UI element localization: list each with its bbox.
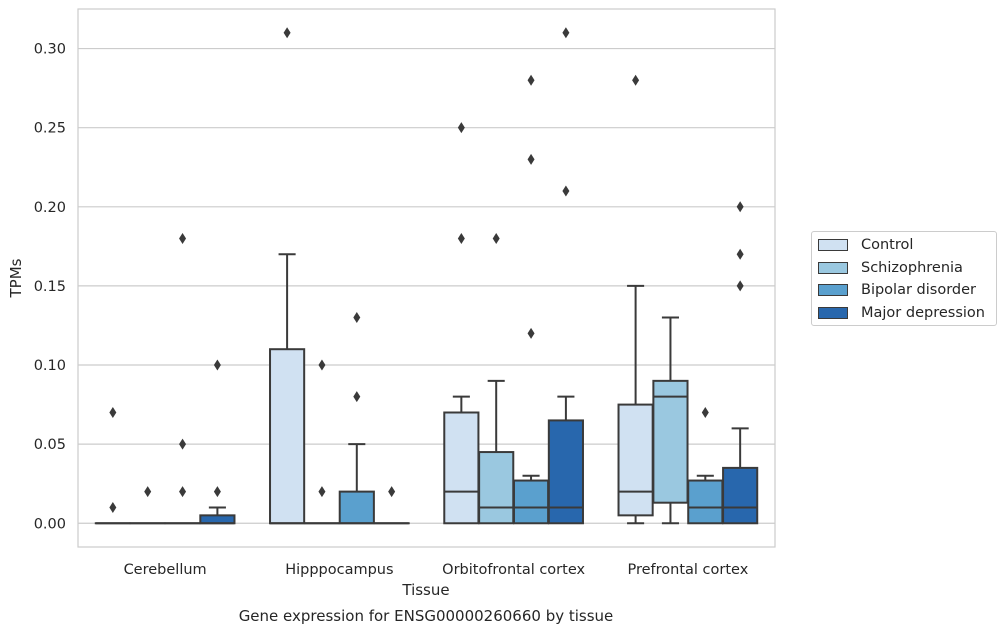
box-iqr <box>617 403 654 517</box>
outlier-point <box>492 232 500 244</box>
chart-caption: Gene expression for ENSG00000260660 by t… <box>239 607 614 625</box>
outlier-point <box>109 407 117 418</box>
legend-label-control: Control <box>861 237 914 253</box>
box-iqr <box>722 466 759 525</box>
outlier-point <box>318 486 326 498</box>
box-major-depression-hipppocampus <box>373 486 410 525</box>
box-control-prefrontal-cortex <box>617 74 654 525</box>
outlier-point <box>457 232 465 244</box>
y-tick-label: 0.20 <box>34 200 66 216</box>
outlier-point <box>701 407 709 418</box>
x-tick-label-orbitofrontal-cortex: Orbitofrontal cortex <box>442 562 585 578</box>
legend-item-schizophrenia: Schizophrenia <box>818 258 963 278</box>
legend-item-bipolar-disorder: Bipolar disorder <box>818 280 976 300</box>
x-tick-label-prefrontal-cortex: Prefrontal cortex <box>627 562 748 578</box>
legend-label-major-depression: Major depression <box>861 305 985 321</box>
box-iqr <box>199 514 236 525</box>
outlier-point <box>179 232 187 244</box>
box-iqr <box>512 479 550 525</box>
box-schizophrenia-orbitofrontal-cortex <box>478 232 515 525</box>
x-tick-label-cerebellum: Cerebellum <box>124 562 207 578</box>
box-iqr <box>443 411 480 525</box>
legend-item-major-depression: Major depression <box>818 303 985 323</box>
outlier-point <box>283 27 291 39</box>
box-schizophrenia-cerebellum <box>129 486 166 525</box>
box-major-depression-cerebellum <box>199 359 236 525</box>
legend-swatch-bipolar-disorder <box>818 284 848 296</box>
box-bipolar-disorder-orbitofrontal-cortex <box>512 74 550 525</box>
grid <box>78 47 775 524</box>
y-tick-label: 0.15 <box>34 279 66 295</box>
box-bipolar-disorder-hipppocampus <box>338 312 375 525</box>
legend-swatch-control <box>818 239 848 251</box>
box-control-cerebellum <box>94 407 131 525</box>
outlier-point <box>213 359 221 371</box>
y-tick-label: 0.25 <box>34 121 66 137</box>
box-series <box>94 27 759 525</box>
legend-swatch-major-depression <box>818 307 848 319</box>
box-control-orbitofrontal-cortex <box>443 122 480 525</box>
box-control-hipppocampus <box>269 27 306 525</box>
y-tick-label: 0.05 <box>34 437 66 453</box>
box-iqr <box>547 419 584 525</box>
legend-item-control: Control <box>818 235 913 255</box>
outlier-point <box>527 327 535 339</box>
outlier-point <box>179 486 187 498</box>
box-bipolar-disorder-prefrontal-cortex <box>687 407 724 525</box>
outlier-point <box>388 486 396 498</box>
outlier-point <box>318 359 326 371</box>
legend-swatch-schizophrenia <box>818 262 848 274</box>
outlier-point <box>736 248 744 260</box>
outlier-point <box>457 122 465 134</box>
x-tick-label-hipppocampus: Hipppocampus <box>285 562 393 578</box>
box-bipolar-disorder-cerebellum <box>164 232 201 525</box>
outlier-point <box>353 391 361 403</box>
x-axis-label: Tissue <box>401 581 449 599</box>
outlier-point <box>353 312 361 324</box>
box-iqr <box>652 379 689 504</box>
y-tick-label: 0.00 <box>34 516 66 532</box>
legend-label-schizophrenia: Schizophrenia <box>861 260 963 276</box>
legend-label-bipolar-disorder: Bipolar disorder <box>861 282 976 298</box>
outlier-point <box>527 153 535 165</box>
box-iqr <box>478 451 515 525</box>
box-iqr <box>687 479 724 525</box>
y-axis-label: TPMs <box>7 258 25 298</box>
legend: Control Schizophrenia Bipolar disorder M… <box>811 231 997 326</box>
y-tick-label: 0.10 <box>34 358 66 374</box>
box-iqr <box>269 348 306 525</box>
outlier-point <box>179 438 187 450</box>
outlier-point <box>527 74 535 86</box>
outlier-point <box>562 27 570 39</box>
box-iqr <box>338 490 375 525</box>
box-major-depression-orbitofrontal-cortex <box>547 27 584 525</box>
outlier-point <box>562 185 570 197</box>
outlier-point <box>144 486 152 498</box>
outlier-point <box>109 501 117 513</box>
outlier-point <box>213 486 221 498</box>
outlier-point <box>736 280 744 292</box>
y-tick-label: 0.30 <box>34 42 66 58</box>
box-schizophrenia-hipppocampus <box>303 359 341 525</box>
box-major-depression-prefrontal-cortex <box>722 201 759 525</box>
outlier-point <box>632 74 640 86</box>
box-schizophrenia-prefrontal-cortex <box>652 316 689 525</box>
plot-frame <box>77 8 776 548</box>
outlier-point <box>736 201 744 213</box>
axes: 0.00 0.05 0.10 0.15 0.20 0.25 0.30 Cerebellum Hi… <box>34 42 749 578</box>
